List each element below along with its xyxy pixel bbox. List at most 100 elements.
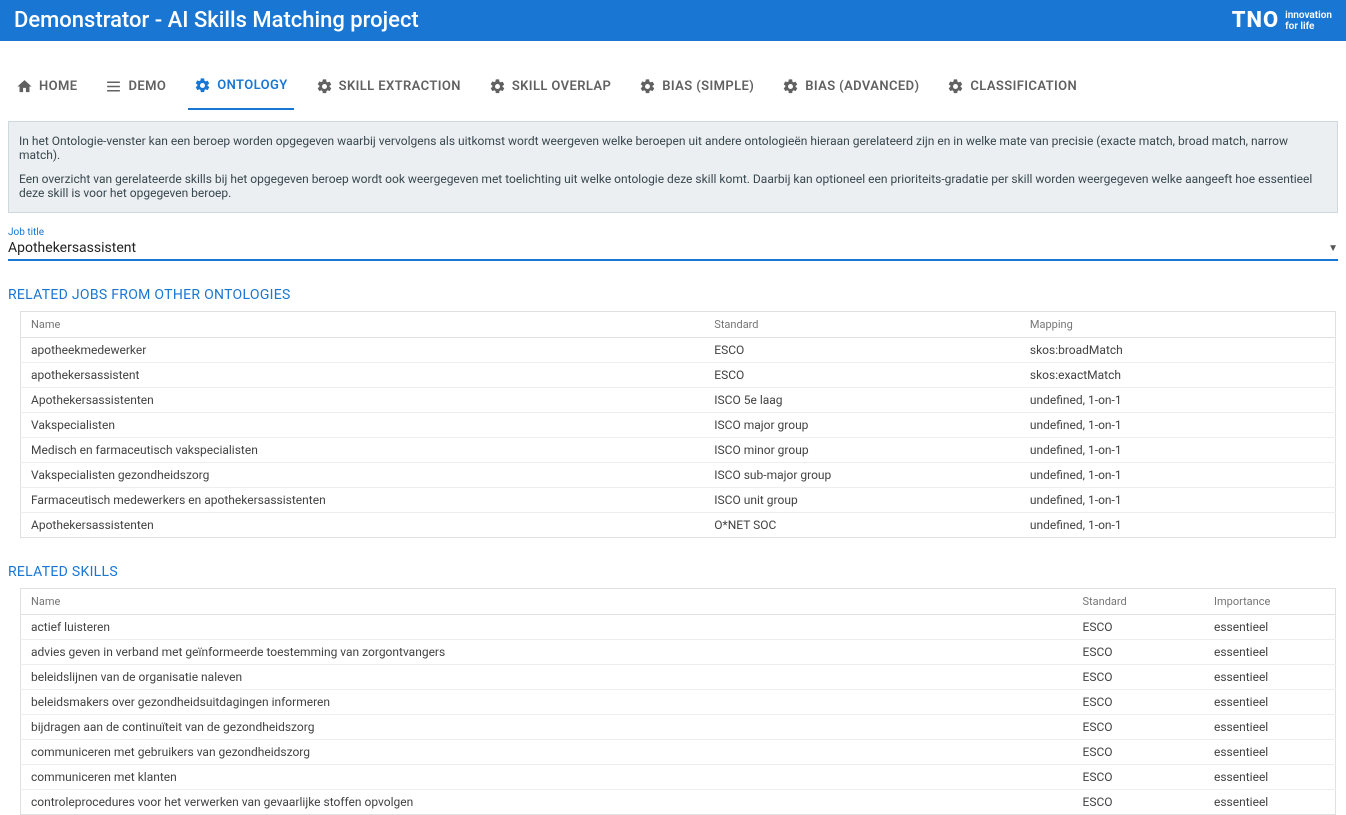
cell-importance: essentieel — [1204, 790, 1336, 815]
cell-standard: O*NET SOC — [704, 513, 1020, 538]
gear-icon — [639, 78, 656, 95]
intro-paragraph-1: In het Ontologie-venster kan een beroep … — [19, 134, 1327, 162]
cell-mapping: undefined, 1-on-1 — [1020, 413, 1336, 438]
tab-label: HOME — [39, 79, 77, 94]
table-row[interactable]: Medisch en farmaceutisch vakspecialisten… — [21, 438, 1336, 463]
cell-name: advies geven in verband met geïnformeerd… — [21, 640, 1073, 665]
cell-name: beleidsmakers over gezondheidsuitdaginge… — [21, 690, 1073, 715]
table-row[interactable]: controleprocedures voor het verwerken va… — [21, 790, 1336, 815]
table-row[interactable]: apothekersassistentESCOskos:exactMatch — [21, 363, 1336, 388]
skills-col-standard: Standard — [1073, 589, 1205, 615]
cell-mapping: undefined, 1-on-1 — [1020, 463, 1336, 488]
cell-importance: essentieel — [1204, 690, 1336, 715]
cell-standard: ISCO minor group — [704, 438, 1020, 463]
table-row[interactable]: ApothekersassistentenISCO 5e laagundefin… — [21, 388, 1336, 413]
cell-name: bijdragen aan de continuïteit van de gez… — [21, 715, 1073, 740]
job-title-field-container: Job title Apothekersassistent ▼ — [8, 227, 1338, 261]
cell-standard: ESCO — [1073, 615, 1205, 640]
job-title-label: Job title — [8, 227, 1338, 238]
job-title-select[interactable]: Apothekersassistent ▼ — [8, 238, 1338, 261]
cell-standard: ISCO major group — [704, 413, 1020, 438]
table-row[interactable]: ApothekersassistentenO*NET SOCundefined,… — [21, 513, 1336, 538]
cell-name: communiceren met klanten — [21, 765, 1073, 790]
table-row[interactable]: VakspecialistenISCO major groupundefined… — [21, 413, 1336, 438]
tab-label: ONTOLOGY — [217, 78, 287, 93]
cell-standard: ESCO — [1073, 790, 1205, 815]
related-jobs-heading: RELATED JOBS FROM OTHER ONTOLOGIES — [8, 287, 1338, 303]
cell-name: Vakspecialisten — [21, 413, 705, 438]
tab-label: BIAS (SIMPLE) — [662, 79, 754, 94]
table-row[interactable]: Farmaceutisch medewerkers en apothekersa… — [21, 488, 1336, 513]
cell-standard: ESCO — [1073, 665, 1205, 690]
cell-name: Medisch en farmaceutisch vakspecialisten — [21, 438, 705, 463]
cell-importance: essentieel — [1204, 665, 1336, 690]
table-row[interactable]: communiceren met gebruikers van gezondhe… — [21, 740, 1336, 765]
list-icon — [105, 78, 122, 95]
tab-skill-extraction[interactable]: SKILL EXTRACTION — [310, 69, 467, 110]
tab-ontology[interactable]: ONTOLOGY — [188, 69, 293, 110]
cell-standard: ISCO sub-major group — [704, 463, 1020, 488]
gear-icon — [194, 77, 211, 94]
brand-logo: TNO innovation for life — [1232, 8, 1332, 33]
cell-name: Apothekersassistenten — [21, 513, 705, 538]
logo-tagline: innovation for life — [1285, 10, 1332, 32]
tab-label: CLASSIFICATION — [970, 79, 1077, 94]
table-row[interactable]: apotheekmedewerkerESCOskos:broadMatch — [21, 338, 1336, 363]
related-skills-table: Name Standard Importance actief luistere… — [20, 588, 1336, 815]
intro-panel: In het Ontologie-venster kan een beroep … — [8, 121, 1338, 213]
cell-mapping: undefined, 1-on-1 — [1020, 438, 1336, 463]
jobs-col-mapping: Mapping — [1020, 312, 1336, 338]
tab-label: DEMO — [128, 79, 166, 94]
tab-skill-overlap[interactable]: SKILL OVERLAP — [483, 69, 617, 110]
tab-bias-simple-[interactable]: BIAS (SIMPLE) — [633, 69, 760, 110]
cell-standard: ESCO — [1073, 740, 1205, 765]
tab-classification[interactable]: CLASSIFICATION — [941, 69, 1083, 110]
cell-importance: essentieel — [1204, 615, 1336, 640]
jobs-col-standard: Standard — [704, 312, 1020, 338]
intro-paragraph-2: Een overzicht van gerelateerde skills bi… — [19, 172, 1327, 200]
cell-standard: ISCO 5e laag — [704, 388, 1020, 413]
tab-bias-advanced-[interactable]: BIAS (ADVANCED) — [776, 69, 925, 110]
skills-col-importance: Importance — [1204, 589, 1336, 615]
gear-icon — [782, 78, 799, 95]
cell-name: apotheekmedewerker — [21, 338, 705, 363]
tab-label: BIAS (ADVANCED) — [805, 79, 919, 94]
cell-importance: essentieel — [1204, 740, 1336, 765]
main-tabs: HOME DEMO ONTOLOGY SKILL EXTRACTION SKILL OV… — [0, 41, 1346, 111]
tab-demo[interactable]: DEMO — [99, 69, 172, 110]
table-row[interactable]: actief luisterenESCOessentieel — [21, 615, 1336, 640]
cell-name: apothekersassistent — [21, 363, 705, 388]
table-row[interactable]: communiceren met klantenESCOessentieel — [21, 765, 1336, 790]
cell-mapping: undefined, 1-on-1 — [1020, 388, 1336, 413]
home-icon — [16, 78, 33, 95]
cell-standard: ESCO — [1073, 640, 1205, 665]
cell-name: Apothekersassistenten — [21, 388, 705, 413]
skills-col-name: Name — [21, 589, 1073, 615]
related-jobs-table: Name Standard Mapping apotheekmedewerker… — [20, 311, 1336, 538]
cell-name: Vakspecialisten gezondheidszorg — [21, 463, 705, 488]
cell-standard: ESCO — [704, 363, 1020, 388]
tab-label: SKILL OVERLAP — [512, 79, 611, 94]
cell-name: actief luisteren — [21, 615, 1073, 640]
app-header: Demonstrator - AI Skills Matching projec… — [0, 0, 1346, 41]
cell-mapping: skos:broadMatch — [1020, 338, 1336, 363]
table-row[interactable]: bijdragen aan de continuïteit van de gez… — [21, 715, 1336, 740]
tab-home[interactable]: HOME — [10, 69, 83, 110]
cell-standard: ESCO — [704, 338, 1020, 363]
cell-standard: ISCO unit group — [704, 488, 1020, 513]
cell-name: controleprocedures voor het verwerken va… — [21, 790, 1073, 815]
cell-mapping: undefined, 1-on-1 — [1020, 513, 1336, 538]
table-row[interactable]: Vakspecialisten gezondheidszorgISCO sub-… — [21, 463, 1336, 488]
table-row[interactable]: beleidslijnen van de organisatie naleven… — [21, 665, 1336, 690]
related-skills-heading: RELATED SKILLS — [8, 564, 1338, 580]
table-row[interactable]: advies geven in verband met geïnformeerd… — [21, 640, 1336, 665]
tab-label: SKILL EXTRACTION — [339, 79, 461, 94]
table-row[interactable]: beleidsmakers over gezondheidsuitdaginge… — [21, 690, 1336, 715]
gear-icon — [947, 78, 964, 95]
cell-name: communiceren met gebruikers van gezondhe… — [21, 740, 1073, 765]
cell-standard: ESCO — [1073, 690, 1205, 715]
cell-name: Farmaceutisch medewerkers en apothekersa… — [21, 488, 705, 513]
chevron-down-icon: ▼ — [1328, 243, 1338, 254]
jobs-col-name: Name — [21, 312, 705, 338]
logo-main: TNO — [1232, 8, 1279, 33]
